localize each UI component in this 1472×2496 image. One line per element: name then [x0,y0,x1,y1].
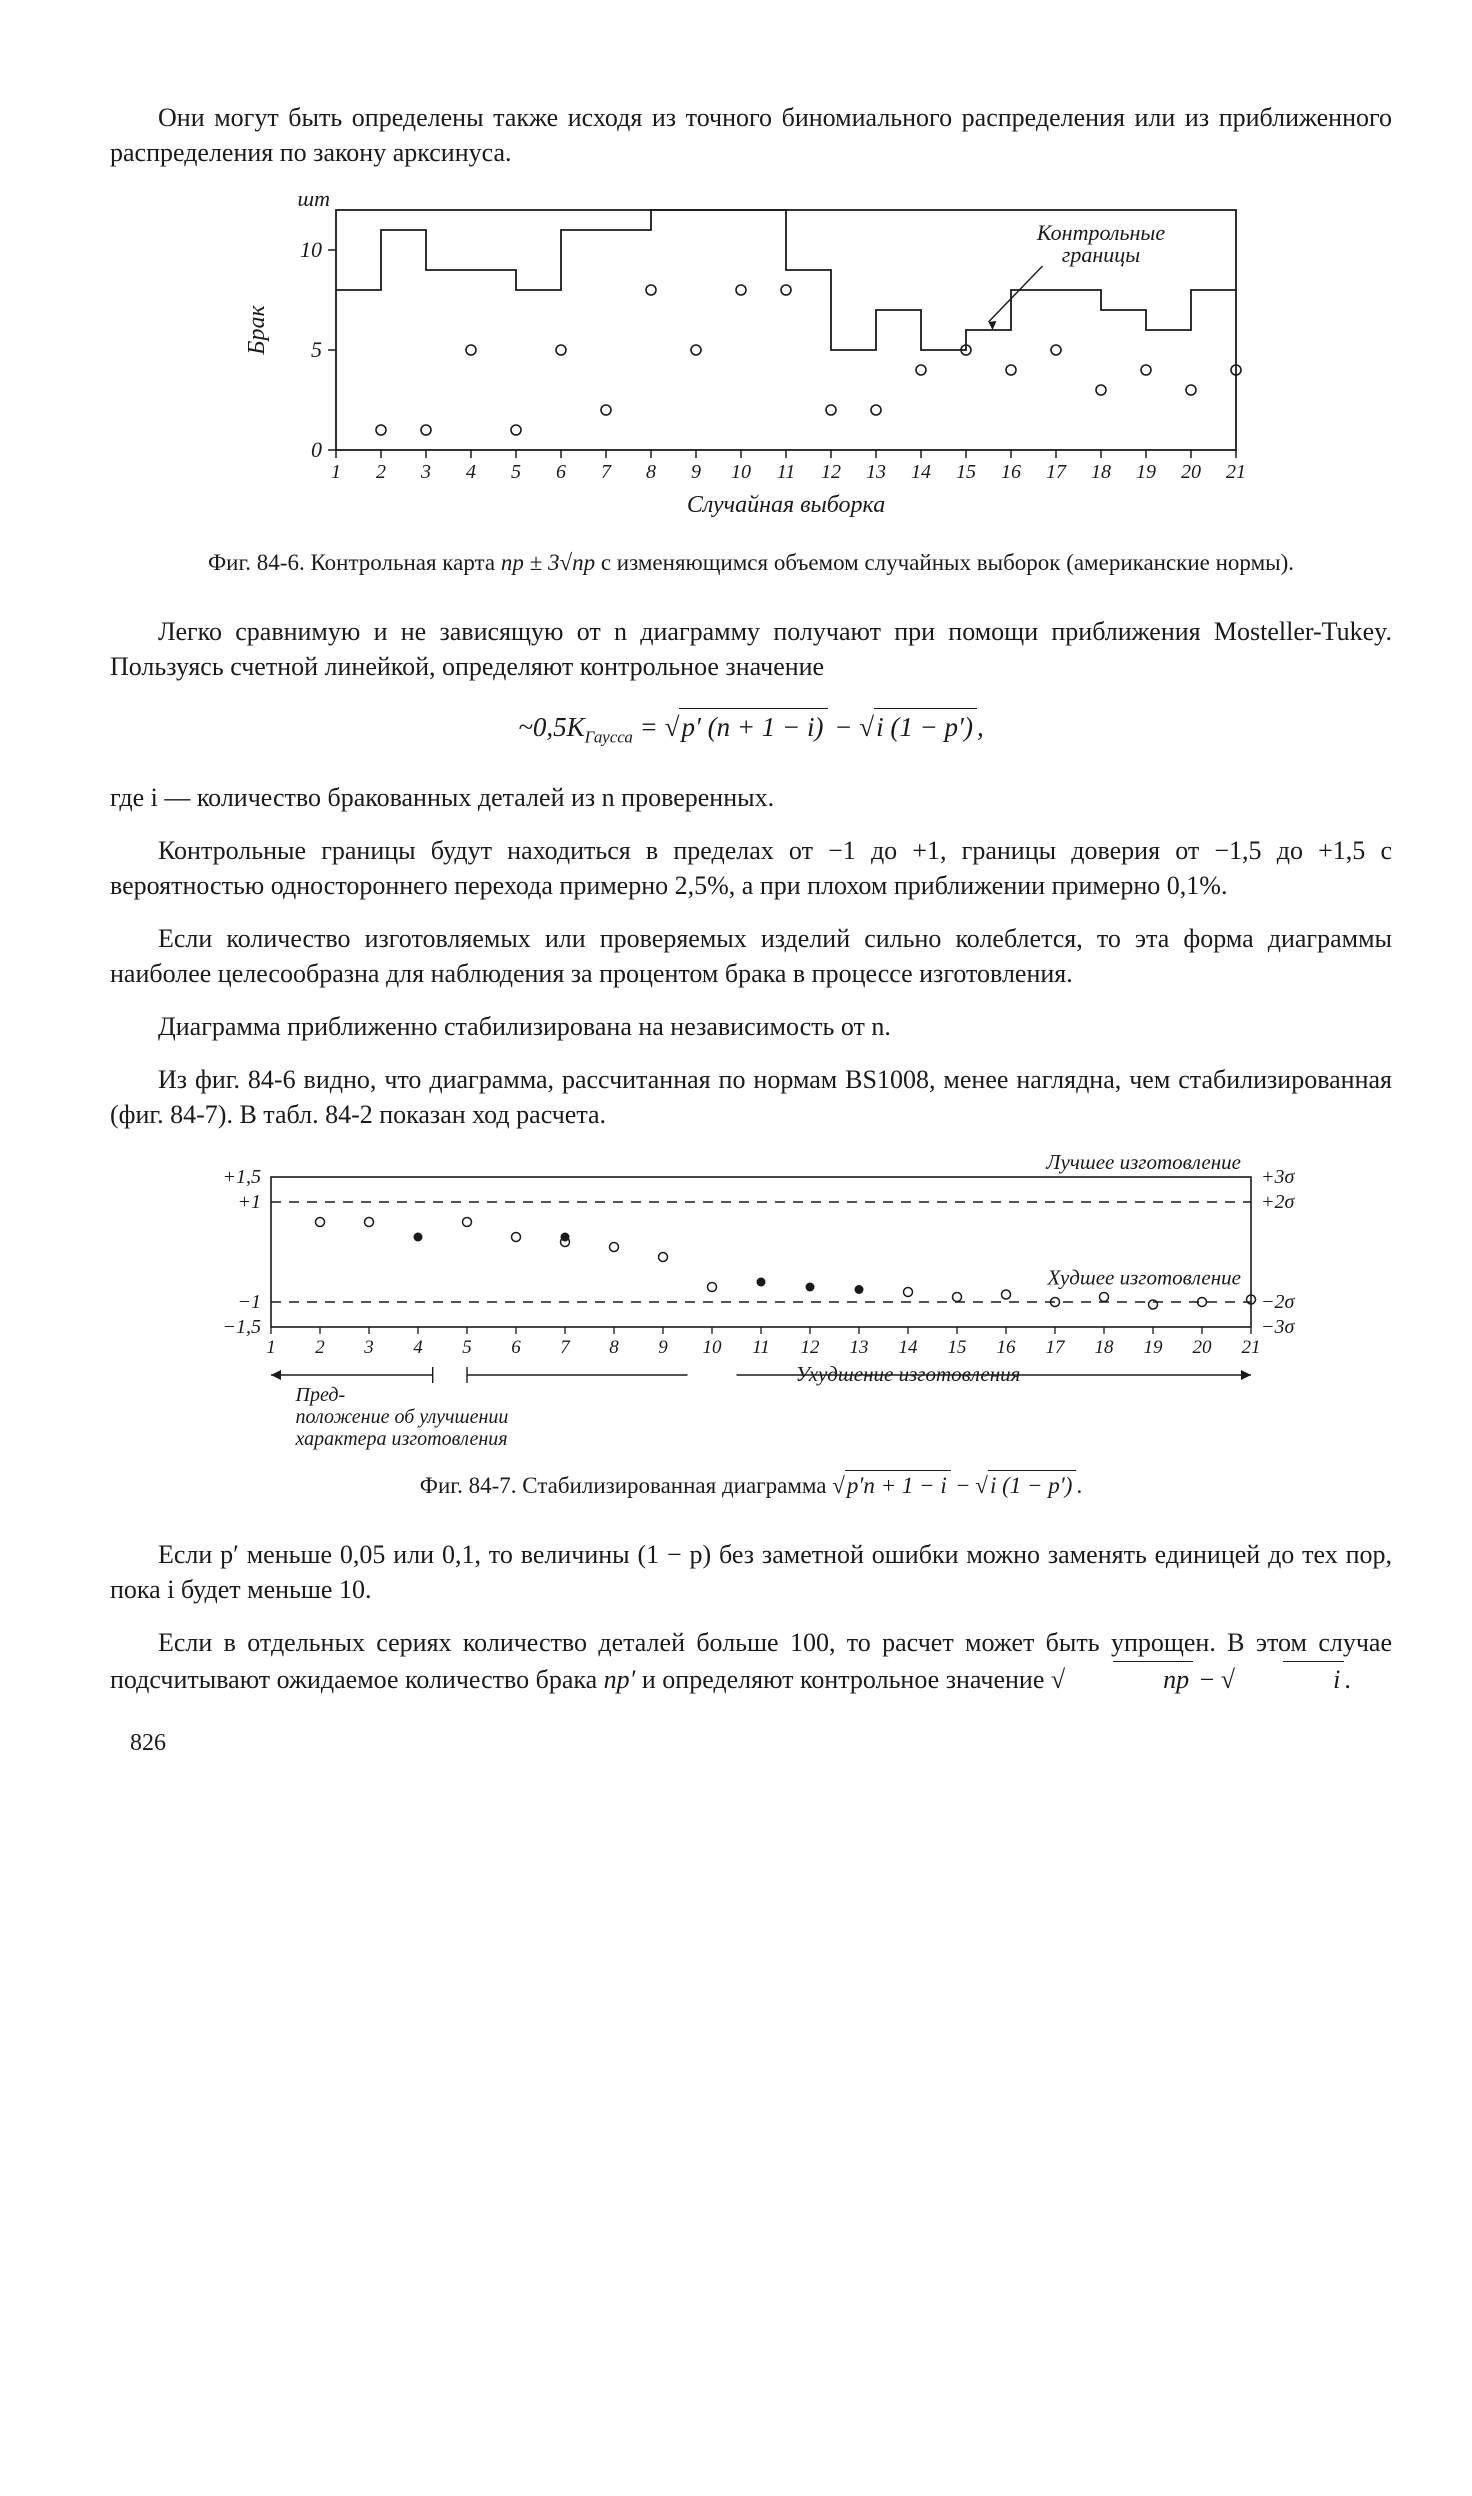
paragraph-2: Легко сравнимую и не зависящую от n диаг… [110,614,1392,684]
svg-text:Пред-: Пред- [295,1384,346,1406]
svg-text:21: 21 [1226,461,1246,483]
svg-text:0: 0 [311,437,322,462]
svg-text:5: 5 [511,461,521,483]
svg-text:1: 1 [266,1337,276,1358]
svg-text:+2σ: +2σ [1261,1191,1295,1213]
svg-text:5: 5 [462,1337,472,1358]
svg-text:12: 12 [821,461,841,483]
paragraph-7: Из фиг. 84-6 видно, что диаграмма, рассч… [110,1062,1392,1132]
svg-text:15: 15 [948,1337,967,1358]
svg-text:−1: −1 [238,1291,262,1313]
svg-text:10: 10 [731,461,751,483]
svg-text:6: 6 [511,1337,521,1358]
svg-text:9: 9 [658,1337,668,1358]
paragraph-1: Они могут быть определены также исходя и… [110,100,1392,170]
svg-text:4: 4 [466,461,476,483]
svg-text:шт: шт [298,190,331,211]
svg-text:3: 3 [363,1337,374,1358]
svg-text:16: 16 [997,1337,1017,1358]
svg-text:11: 11 [752,1337,770,1358]
svg-text:+1,5: +1,5 [223,1166,262,1188]
svg-text:18: 18 [1095,1337,1115,1358]
paragraph-4: Контрольные границы будут находиться в п… [110,833,1392,903]
svg-text:1: 1 [331,461,341,483]
svg-text:7: 7 [601,461,612,483]
svg-text:Случайная выборка: Случайная выборка [687,492,885,518]
paragraph-9: Если в отдельных сериях количество детал… [110,1625,1392,1696]
control-chart-svg: 0510штБрак123456789101112131415161718192… [226,190,1276,530]
svg-text:19: 19 [1144,1337,1164,1358]
svg-text:границы: границы [1062,242,1140,267]
svg-text:20: 20 [1181,461,1201,483]
paragraph-5: Если количество изготовляемых или провер… [110,921,1392,991]
svg-text:2: 2 [315,1337,325,1358]
svg-text:7: 7 [560,1337,571,1358]
svg-text:Лучшее изготовление: Лучшее изготовление [1045,1152,1241,1174]
svg-text:10: 10 [703,1337,723,1358]
figure-84-7: −1,5−1+1+1,5−3σ−2σ+2σ+3σ1234567891011121… [110,1152,1392,1452]
svg-text:Ухудшение изготовления: Ухудшение изготовления [796,1362,1021,1386]
svg-text:характера изготовления: характера изготовления [295,1428,508,1450]
caption-84-6: Фиг. 84-6. Контрольная карта np ± 3√np с… [110,548,1392,578]
svg-text:5: 5 [311,337,322,362]
svg-text:14: 14 [911,461,931,483]
stabilized-chart-svg: −1,5−1+1+1,5−3σ−2σ+2σ+3σ1234567891011121… [191,1152,1311,1452]
svg-text:2: 2 [376,461,386,483]
svg-text:6: 6 [556,461,566,483]
svg-text:−1,5: −1,5 [223,1316,262,1338]
svg-text:9: 9 [691,461,701,483]
svg-text:3: 3 [420,461,431,483]
formula-1: ~0,5KГаусса = √p′ (n + 1 − i) − √i (1 − … [110,708,1392,749]
svg-text:21: 21 [1242,1337,1261,1358]
svg-text:положение об улучшении: положение об улучшении [296,1406,509,1428]
svg-text:8: 8 [646,461,656,483]
svg-text:11: 11 [777,461,796,483]
svg-text:13: 13 [850,1337,869,1358]
svg-text:12: 12 [801,1337,821,1358]
svg-text:+3σ: +3σ [1261,1166,1295,1188]
svg-text:−2σ: −2σ [1261,1291,1295,1313]
svg-text:4: 4 [413,1337,423,1358]
paragraph-8: Если p′ меньше 0,05 или 0,1, то величины… [110,1537,1392,1607]
svg-text:20: 20 [1193,1337,1213,1358]
svg-text:18: 18 [1091,461,1111,483]
svg-text:17: 17 [1046,461,1067,483]
svg-text:8: 8 [609,1337,619,1358]
figure-84-6: 0510штБрак123456789101112131415161718192… [110,190,1392,530]
svg-text:19: 19 [1136,461,1156,483]
caption-84-7: Фиг. 84-7. Стабилизированная диаграмма √… [110,1470,1392,1501]
paragraph-6: Диаграмма приближенно стабилизирована на… [110,1009,1392,1044]
svg-text:15: 15 [956,461,976,483]
paragraph-3: где i — количество бракованных деталей и… [110,780,1392,815]
svg-text:Худшее изготовление: Худшее изготовление [1047,1266,1241,1290]
svg-text:16: 16 [1001,461,1021,483]
svg-text:10: 10 [300,237,322,262]
page-number: 826 [130,1727,1392,1759]
svg-text:13: 13 [866,461,886,483]
svg-text:+1: +1 [238,1191,262,1213]
svg-text:14: 14 [899,1337,919,1358]
svg-text:17: 17 [1046,1337,1067,1358]
svg-text:Брак: Брак [244,305,270,356]
svg-text:−3σ: −3σ [1261,1316,1295,1338]
